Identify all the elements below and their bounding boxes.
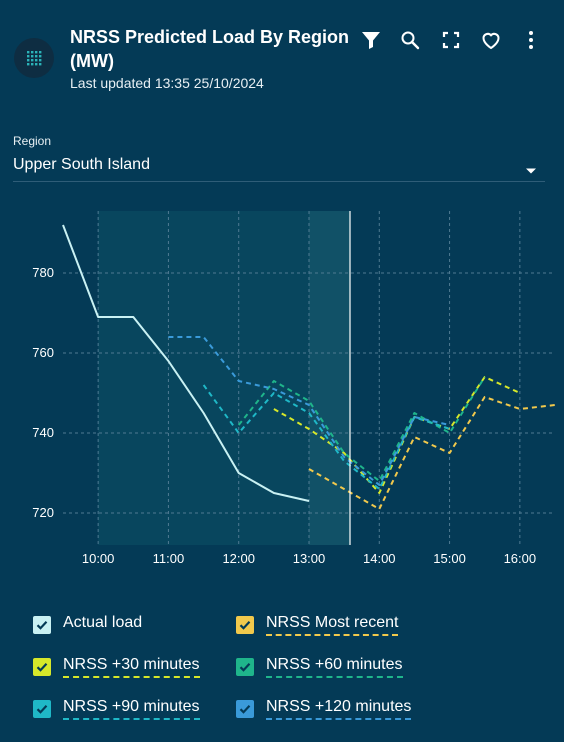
x-tick-label: 10:00: [82, 551, 115, 566]
fullscreen-icon[interactable]: [439, 28, 463, 52]
legend-label: NRSS Most recent: [266, 614, 399, 636]
legend-label: NRSS +60 minutes: [266, 656, 403, 678]
legend-label: Actual load: [63, 614, 143, 631]
region-value: Upper South Island: [13, 156, 150, 173]
last-updated: Last updated 13:35 25/10/2024: [70, 75, 264, 91]
checkbox-checked-icon[interactable]: [33, 616, 51, 634]
checkbox-checked-icon[interactable]: [236, 616, 254, 634]
legend-label: NRSS +120 minutes: [266, 698, 412, 720]
x-tick-label: 14:00: [363, 551, 396, 566]
shade-region: [98, 211, 310, 545]
legend-label: NRSS +90 minutes: [63, 698, 200, 720]
legend-label: NRSS +30 minutes: [63, 656, 200, 678]
y-tick-label: 780: [32, 265, 54, 280]
series-line: [237, 376, 486, 482]
page-title: NRSS Predicted Load By Region (MW): [70, 27, 350, 71]
more-icon[interactable]: [519, 28, 543, 52]
y-tick-label: 720: [32, 505, 54, 520]
shade-region-recent: [309, 211, 350, 545]
checkbox-checked-icon[interactable]: [236, 658, 254, 676]
filter-icon[interactable]: [359, 28, 383, 52]
y-axis: 720 740 760 780: [32, 265, 54, 520]
y-tick-label: 760: [32, 345, 54, 360]
checkbox-checked-icon[interactable]: [236, 700, 254, 718]
app-grid-icon[interactable]: [14, 38, 54, 78]
series-line: [273, 376, 521, 494]
load-chart: 720 740 760 780 10:00 11:00 12:00 13:00 14:00 15…: [32, 211, 556, 566]
x-tick-label: 12:00: [222, 551, 255, 566]
favorite-icon[interactable]: [479, 28, 503, 52]
series-line: [168, 336, 450, 486]
x-tick-label: 16:00: [504, 551, 537, 566]
series-line: [62, 224, 310, 502]
chevron-down-icon: [525, 162, 537, 180]
checkbox-checked-icon[interactable]: [33, 700, 51, 718]
past-window-shade: [98, 211, 350, 545]
x-tick-label: 11:00: [153, 551, 185, 566]
x-axis: 10:00 11:00 12:00 13:00 14:00 15:00 16:00: [82, 551, 536, 566]
region-select[interactable]: Upper South Island: [13, 152, 545, 182]
region-label: Region: [13, 134, 52, 148]
header: NRSS Predicted Load By Region (MW) Last …: [0, 0, 564, 110]
chart-grid: [63, 211, 555, 545]
search-icon[interactable]: [398, 28, 422, 52]
checkbox-checked-icon[interactable]: [33, 658, 51, 676]
y-tick-label: 740: [32, 425, 54, 440]
x-tick-label: 13:00: [293, 551, 326, 566]
x-tick-label: 15:00: [433, 551, 466, 566]
